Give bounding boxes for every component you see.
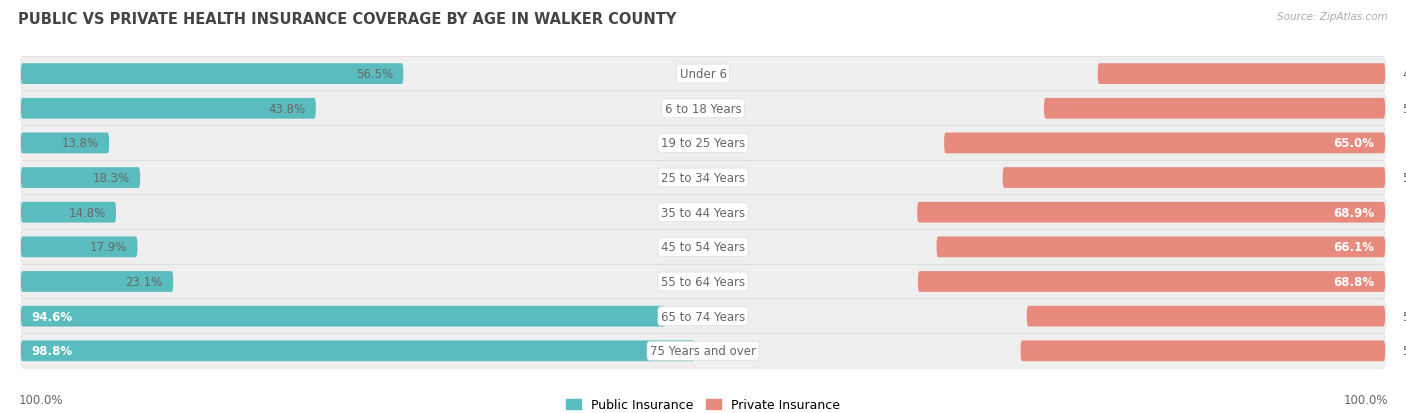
Text: 100.0%: 100.0%	[18, 393, 63, 406]
FancyBboxPatch shape	[21, 99, 316, 119]
FancyBboxPatch shape	[21, 299, 1385, 334]
Text: 94.6%: 94.6%	[31, 310, 72, 323]
FancyBboxPatch shape	[1098, 64, 1385, 85]
FancyBboxPatch shape	[21, 64, 404, 85]
Text: 65 to 74 Years: 65 to 74 Years	[661, 310, 745, 323]
FancyBboxPatch shape	[21, 57, 1385, 92]
Text: 53.9%: 53.9%	[1402, 344, 1406, 357]
Text: 6 to 18 Years: 6 to 18 Years	[665, 102, 741, 116]
Text: 42.7%: 42.7%	[1402, 68, 1406, 81]
Text: 56.5%: 56.5%	[356, 68, 392, 81]
Text: 75 Years and over: 75 Years and over	[650, 344, 756, 357]
Text: 19 to 25 Years: 19 to 25 Years	[661, 137, 745, 150]
FancyBboxPatch shape	[21, 202, 117, 223]
Text: 65.0%: 65.0%	[1334, 137, 1375, 150]
Text: PUBLIC VS PRIVATE HEALTH INSURANCE COVERAGE BY AGE IN WALKER COUNTY: PUBLIC VS PRIVATE HEALTH INSURANCE COVER…	[18, 12, 676, 27]
Text: 98.8%: 98.8%	[31, 344, 72, 357]
FancyBboxPatch shape	[21, 237, 138, 258]
FancyBboxPatch shape	[21, 126, 1385, 161]
Legend: Public Insurance, Private Insurance: Public Insurance, Private Insurance	[561, 394, 845, 413]
Text: 56.5%: 56.5%	[1402, 172, 1406, 185]
Text: 50.5%: 50.5%	[1402, 102, 1406, 116]
Text: Source: ZipAtlas.com: Source: ZipAtlas.com	[1277, 12, 1388, 22]
Text: 13.8%: 13.8%	[62, 137, 98, 150]
Text: 53.0%: 53.0%	[1402, 310, 1406, 323]
Text: 45 to 54 Years: 45 to 54 Years	[661, 241, 745, 254]
Text: Under 6: Under 6	[679, 68, 727, 81]
FancyBboxPatch shape	[21, 133, 110, 154]
Text: 23.1%: 23.1%	[125, 275, 163, 288]
FancyBboxPatch shape	[945, 133, 1385, 154]
Text: 17.9%: 17.9%	[90, 241, 127, 254]
FancyBboxPatch shape	[21, 168, 141, 188]
Text: 18.3%: 18.3%	[93, 172, 129, 185]
FancyBboxPatch shape	[21, 265, 1385, 299]
FancyBboxPatch shape	[21, 92, 1385, 126]
Text: 55 to 64 Years: 55 to 64 Years	[661, 275, 745, 288]
Text: 43.8%: 43.8%	[269, 102, 305, 116]
Text: 68.8%: 68.8%	[1334, 275, 1375, 288]
Text: 35 to 44 Years: 35 to 44 Years	[661, 206, 745, 219]
FancyBboxPatch shape	[1026, 306, 1385, 327]
Text: 66.1%: 66.1%	[1334, 241, 1375, 254]
FancyBboxPatch shape	[1002, 168, 1385, 188]
Text: 68.9%: 68.9%	[1334, 206, 1375, 219]
Text: 25 to 34 Years: 25 to 34 Years	[661, 172, 745, 185]
FancyBboxPatch shape	[21, 230, 1385, 265]
FancyBboxPatch shape	[1021, 341, 1385, 361]
FancyBboxPatch shape	[21, 271, 173, 292]
FancyBboxPatch shape	[21, 341, 695, 361]
FancyBboxPatch shape	[21, 161, 1385, 195]
FancyBboxPatch shape	[21, 306, 666, 327]
FancyBboxPatch shape	[918, 271, 1385, 292]
FancyBboxPatch shape	[936, 237, 1385, 258]
Text: 100.0%: 100.0%	[1343, 393, 1388, 406]
FancyBboxPatch shape	[21, 195, 1385, 230]
FancyBboxPatch shape	[21, 334, 1385, 368]
Text: 14.8%: 14.8%	[69, 206, 105, 219]
FancyBboxPatch shape	[1045, 99, 1385, 119]
FancyBboxPatch shape	[917, 202, 1385, 223]
